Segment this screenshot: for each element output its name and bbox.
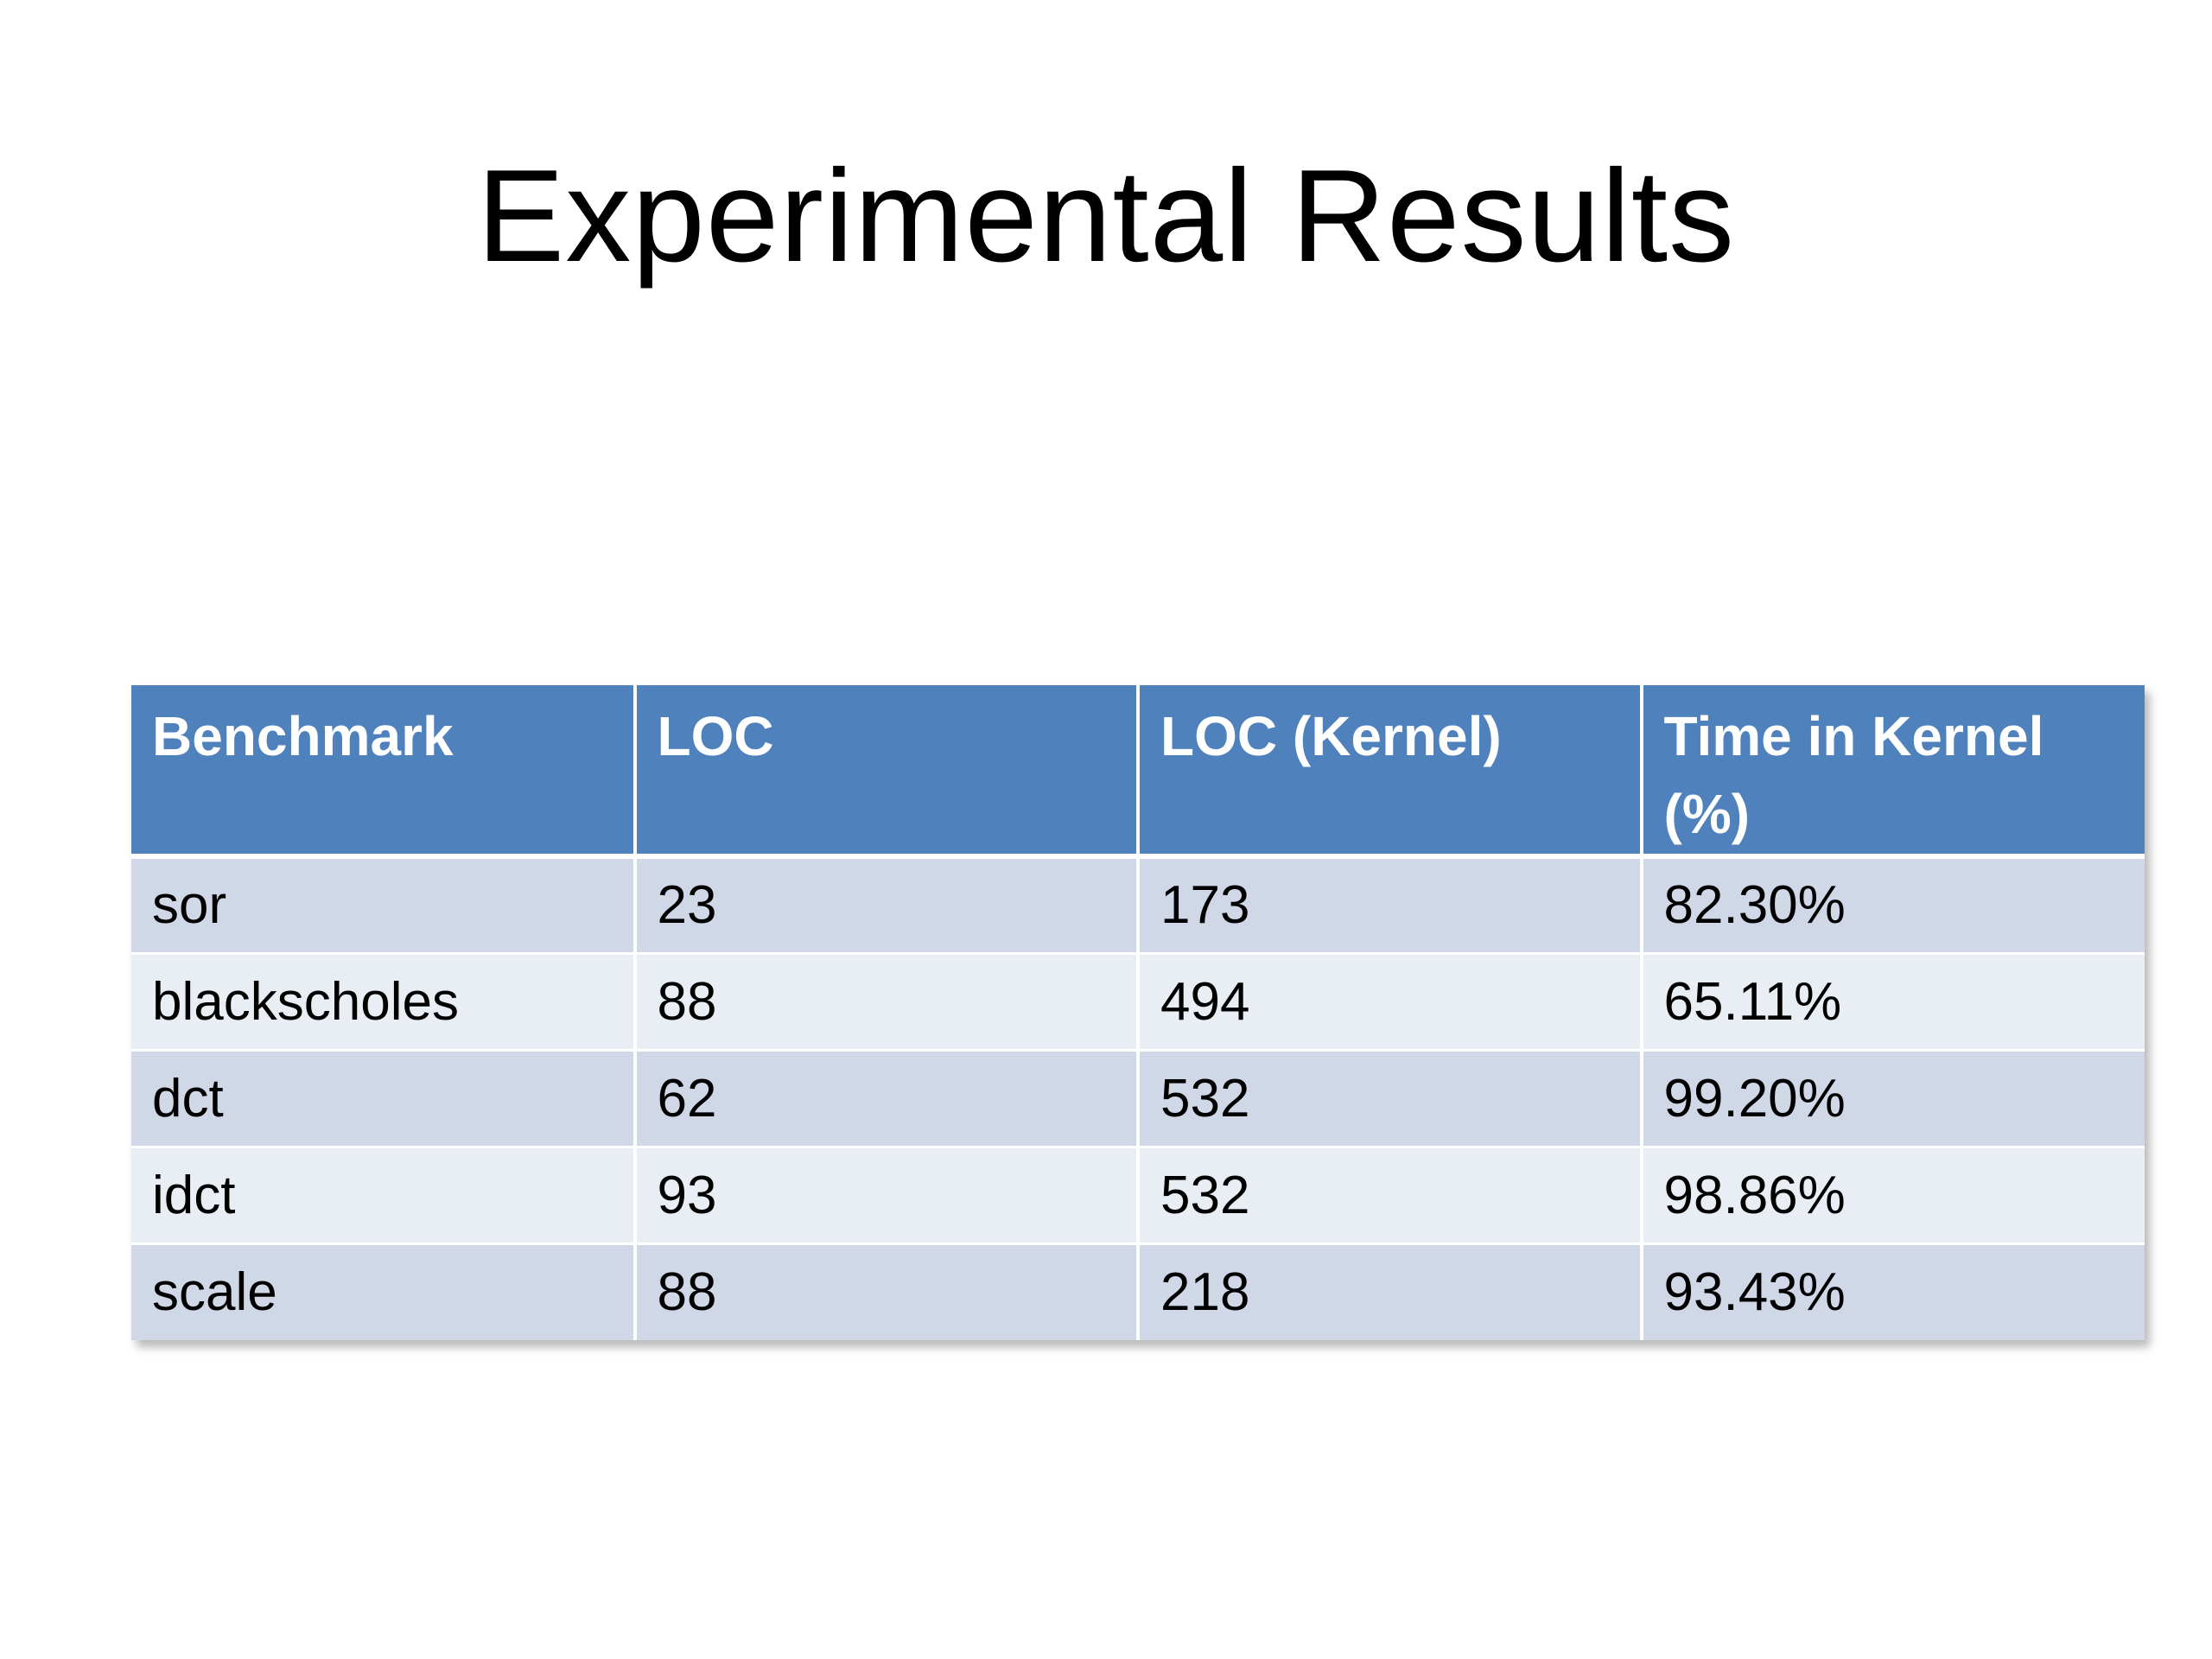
table-row: blackscholes 88 494 65.11%: [131, 951, 2145, 1050]
results-table-container: Benchmark LOC LOC (Kernel) Time in Kerne…: [131, 685, 2145, 1340]
cell-loc-kernel: 494: [1136, 951, 1642, 1050]
cell-loc-kernel: 218: [1136, 1242, 1642, 1340]
cell-loc-kernel: 532: [1136, 1145, 1642, 1243]
table-row: sor 23 173 82.30%: [131, 855, 2145, 953]
cell-loc: 23: [632, 855, 1138, 953]
cell-time-in-kernel: 98.86%: [1639, 1145, 2145, 1243]
cell-benchmark: blackscholes: [131, 951, 635, 1050]
header-time-in-kernel: Time in Kernel (%): [1639, 685, 2145, 859]
cell-loc-kernel: 173: [1136, 855, 1642, 953]
header-loc: LOC: [632, 685, 1138, 859]
cell-loc-kernel: 532: [1136, 1048, 1642, 1147]
results-table: Benchmark LOC LOC (Kernel) Time in Kerne…: [131, 685, 2145, 1340]
cell-loc: 62: [632, 1048, 1138, 1147]
table-row: scale 88 218 93.43%: [131, 1242, 2145, 1340]
cell-time-in-kernel: 65.11%: [1639, 951, 2145, 1050]
cell-benchmark: scale: [131, 1242, 635, 1340]
table-row: idct 93 532 98.86%: [131, 1145, 2145, 1243]
header-loc-kernel: LOC (Kernel): [1136, 685, 1642, 859]
cell-benchmark: idct: [131, 1145, 635, 1243]
cell-benchmark: dct: [131, 1048, 635, 1147]
header-benchmark: Benchmark: [131, 685, 635, 859]
cell-time-in-kernel: 93.43%: [1639, 1242, 2145, 1340]
table-header-row: Benchmark LOC LOC (Kernel) Time in Kerne…: [131, 685, 2145, 859]
cell-time-in-kernel: 99.20%: [1639, 1048, 2145, 1147]
table-row: dct 62 532 99.20%: [131, 1048, 2145, 1147]
cell-benchmark: sor: [131, 855, 635, 953]
cell-loc: 88: [632, 951, 1138, 1050]
cell-time-in-kernel: 82.30%: [1639, 855, 2145, 953]
cell-loc: 93: [632, 1145, 1138, 1243]
cell-loc: 88: [632, 1242, 1138, 1340]
slide-title: Experimental Results: [476, 143, 1736, 289]
